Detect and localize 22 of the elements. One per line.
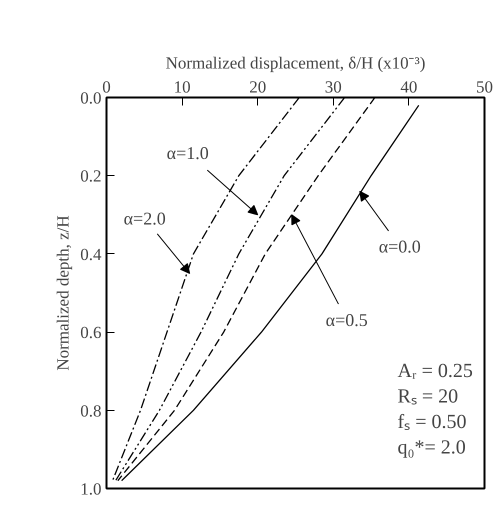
x-tick-label: 30 [324,78,342,96]
y-tick-label: 0.2 [80,166,102,186]
y-tick-label: 0.0 [80,88,102,108]
y-tick-label: 0.8 [80,401,102,420]
x-tick-label: 20 [249,78,266,96]
annotation: α=0.0 [378,236,421,256]
annotation: Rₛ = 20 [398,386,458,408]
annotation: α=2.0 [124,208,166,228]
x-tick-label: 0 [102,78,111,96]
y-tick-label: 0.6 [80,323,102,342]
annotation: fₛ = 0.50 [398,411,467,434]
x-tick-label: 50 [476,78,493,96]
annotation: Aᵣ = 0.25 [398,360,473,382]
annotation: α=0.5 [326,310,368,330]
annotation: α=1.0 [166,142,209,163]
x-tick-label: 40 [400,78,418,96]
x-axis-title: Normalized displacement, δ/H (x10⁻³) [166,54,426,72]
y-tick-label: 1.0 [80,480,102,498]
y-axis-title: Normalized depth, z/H [53,215,72,371]
y-tick-label: 0.4 [80,244,102,264]
annotation: q₀*= 2.0 [398,436,466,458]
x-tick-label: 10 [174,78,191,96]
